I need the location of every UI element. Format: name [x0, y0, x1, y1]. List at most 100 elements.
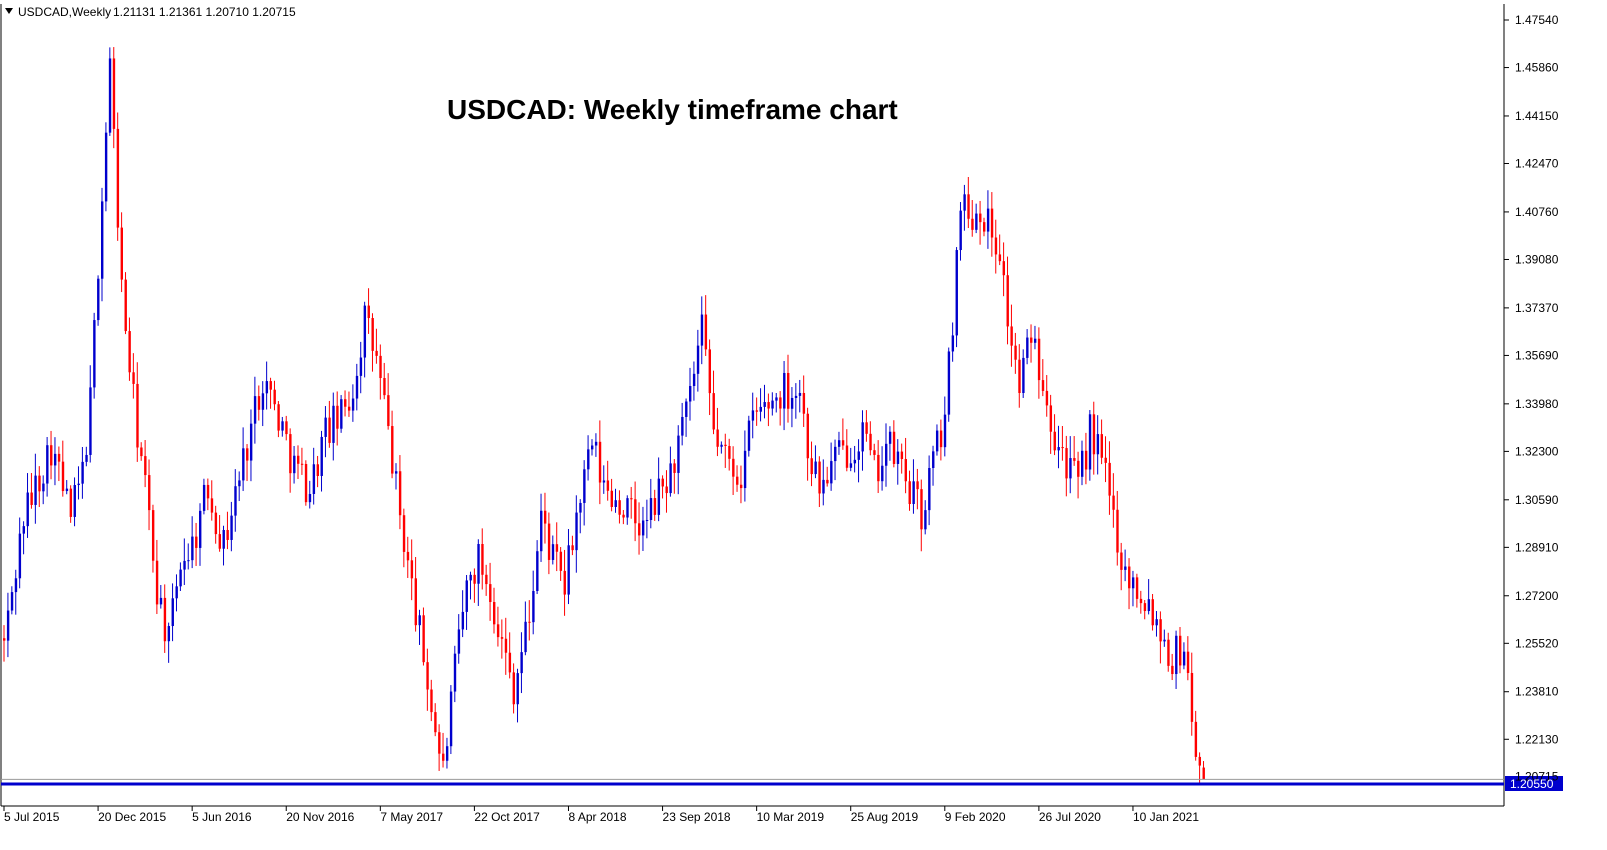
candle-body	[1143, 603, 1147, 612]
candle-body	[449, 691, 453, 747]
candle-body	[614, 500, 617, 507]
y-tick-label: 1.22130	[1515, 732, 1559, 746]
candle-body	[1147, 599, 1151, 612]
candle-body	[453, 653, 457, 692]
candle-body	[332, 405, 335, 443]
candle-body	[1194, 721, 1198, 757]
candle-body	[387, 395, 390, 427]
candle-body	[496, 624, 500, 638]
candle-body	[367, 305, 370, 319]
candle-body	[794, 395, 798, 398]
candle-body	[53, 453, 57, 466]
candle-body	[759, 406, 762, 412]
candle-body	[1030, 337, 1033, 343]
candle-body	[681, 416, 684, 436]
candle-body	[218, 534, 221, 549]
candle-body	[579, 502, 582, 513]
candle-body	[391, 426, 394, 474]
candle-body	[1073, 458, 1076, 461]
candle-body	[532, 591, 535, 623]
candle-body	[461, 611, 465, 630]
chevron-down-icon[interactable]	[5, 8, 13, 14]
candle-body	[618, 500, 621, 515]
candle-body	[779, 397, 782, 409]
candle-body	[959, 210, 962, 251]
y-tick-label: 1.32300	[1515, 444, 1559, 458]
candle-body	[626, 498, 629, 518]
candle-body	[951, 335, 955, 352]
candle-body	[477, 544, 480, 584]
candle-body	[857, 451, 860, 460]
candle-body	[30, 492, 33, 505]
candle-body	[630, 498, 633, 500]
candle-body	[46, 445, 49, 484]
candle-body	[990, 208, 994, 238]
candle-body	[151, 510, 155, 561]
candle-body	[587, 449, 590, 470]
candle-body	[489, 584, 492, 603]
candle-body	[932, 451, 935, 469]
candle-body	[512, 672, 515, 705]
y-tick-label: 1.37370	[1515, 301, 1559, 315]
x-tick-label: 23 Sep 2018	[663, 810, 731, 824]
y-tick-label: 1.28910	[1515, 540, 1559, 554]
candle-body	[289, 434, 292, 474]
y-tick-label: 1.39080	[1515, 252, 1559, 266]
candle-body	[410, 560, 414, 579]
candle-body	[81, 461, 84, 484]
y-tick-label: 1.45860	[1515, 61, 1559, 75]
candle-body	[418, 615, 421, 626]
candle-body	[1159, 619, 1162, 642]
candle-body	[1065, 448, 1068, 479]
x-tick-label: 10 Jan 2021	[1133, 810, 1199, 824]
candle-body	[983, 222, 986, 232]
candle-body	[888, 431, 892, 444]
candle-body	[89, 387, 92, 455]
y-tick-label: 1.44150	[1515, 109, 1559, 123]
candle-body	[3, 638, 6, 641]
candle-body	[183, 560, 186, 570]
candle-body	[743, 450, 747, 489]
candle-body	[93, 320, 96, 388]
candle-body	[398, 471, 402, 516]
candle-body	[1116, 509, 1119, 553]
candle-body	[873, 450, 876, 455]
candle-body	[6, 610, 10, 641]
candle-body	[504, 638, 508, 653]
candle-body	[986, 208, 990, 232]
candle-body	[1100, 434, 1103, 458]
candle-body	[1139, 598, 1143, 604]
candle-body	[540, 510, 543, 552]
chart-title: USDCAD: Weekly timeframe chart	[447, 94, 898, 125]
candle-body	[351, 398, 355, 411]
candle-body	[65, 488, 69, 492]
x-tick-label: 22 Oct 2017	[474, 810, 540, 824]
candle-body	[1022, 357, 1025, 394]
candle-body	[673, 463, 676, 473]
candle-body	[242, 448, 245, 481]
candle-body	[1163, 639, 1166, 642]
candle-body	[810, 458, 813, 475]
candle-body	[249, 423, 253, 461]
candle-body	[214, 512, 218, 535]
candle-body	[955, 250, 958, 336]
candle-body	[406, 551, 410, 561]
candle-body	[285, 421, 288, 435]
candle-body	[26, 492, 29, 527]
candle-body	[634, 499, 637, 524]
candle-body	[234, 486, 237, 516]
symbol-label: USDCAD,Weekly	[18, 5, 111, 19]
candle-body	[736, 476, 739, 485]
candle-body	[1179, 635, 1182, 666]
candle-body	[371, 318, 374, 351]
candle-body	[567, 545, 570, 595]
candle-body	[34, 475, 37, 505]
candle-body	[790, 397, 794, 409]
candle-body	[128, 331, 131, 373]
candle-body	[1096, 434, 1100, 455]
candle-body	[994, 237, 998, 255]
candle-body	[277, 404, 280, 431]
candle-body	[555, 544, 559, 552]
x-tick-label: 5 Jun 2016	[192, 810, 252, 824]
